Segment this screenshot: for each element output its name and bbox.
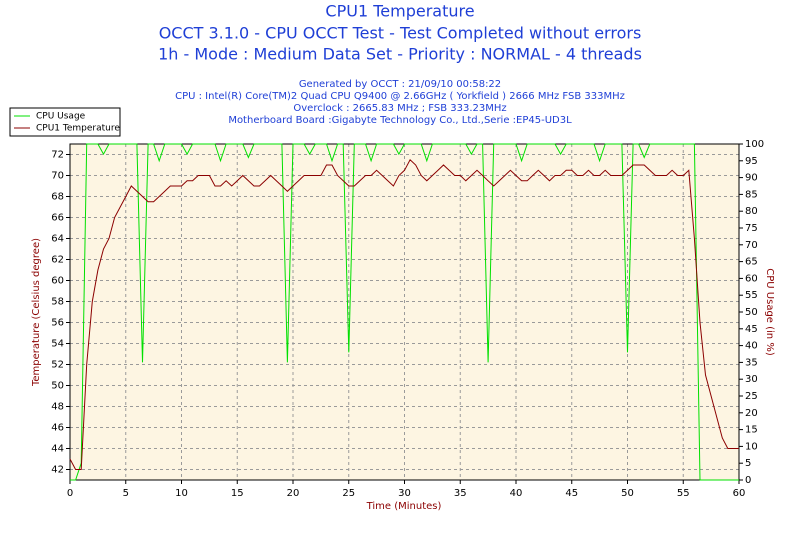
y2-tick-label: 35	[745, 357, 758, 368]
y-tick-label: 52	[51, 360, 64, 371]
y2-tick-label: 80	[745, 206, 758, 217]
chart-subtitle: 1h - Mode : Medium Data Set - Priority :…	[158, 45, 642, 64]
y-tick-label: 44	[51, 444, 64, 455]
y2-tick-label: 50	[745, 307, 758, 318]
y2-tick-label: 25	[745, 391, 758, 402]
y2-tick-label: 95	[745, 156, 758, 167]
y2-tick-label: 0	[745, 475, 751, 486]
series-line	[70, 143, 739, 481]
x-tick-label: 30	[398, 488, 411, 499]
y2-tick-label: 60	[745, 273, 758, 284]
annotation: CPU : Intel(R) Core(TM)2 Quad CPU Q9400 …	[175, 91, 625, 102]
y2-tick-label: 65	[745, 257, 758, 268]
y2-tick-label: 45	[745, 324, 758, 335]
y2-tick-label: 40	[745, 341, 758, 352]
y-tick-label: 50	[51, 381, 64, 392]
x-tick-label: 45	[565, 488, 578, 499]
y2-tick-label: 90	[745, 173, 758, 184]
y2-tick-label: 5	[745, 458, 751, 469]
y2-tick-label: 75	[745, 223, 758, 234]
y-tick-label: 58	[51, 297, 64, 308]
y-tick-label: 60	[51, 276, 64, 287]
y2-tick-label: 100	[745, 139, 764, 150]
annotation: Generated by OCCT : 21/09/10 00:58:22	[299, 79, 501, 90]
y-tick-label: 42	[51, 465, 64, 476]
x-tick-label: 35	[454, 488, 467, 499]
y-tick-label: 54	[51, 339, 64, 350]
y-tick-label: 56	[51, 318, 64, 329]
y2-tick-label: 55	[745, 290, 758, 301]
y-tick-label: 64	[51, 234, 64, 245]
annotation: Overclock : 2665.83 MHz ; FSB 333.23MHz	[293, 103, 506, 114]
y2-tick-label: 85	[745, 189, 758, 200]
x-tick-label: 50	[621, 488, 634, 499]
legend	[9, 107, 121, 137]
y-tick-label: 48	[51, 402, 64, 413]
x-tick-label: 40	[510, 488, 523, 499]
y-axis-title: Temperature (Celsius degree)	[31, 238, 42, 387]
chart-title: CPU1 Temperature	[325, 2, 474, 21]
y-tick-label: 72	[51, 150, 64, 161]
series-line	[69, 158, 739, 470]
x-tick-label: 15	[231, 488, 244, 499]
x-tick-label: 25	[342, 488, 355, 499]
x-tick-label: 0	[67, 488, 73, 499]
y-tick-label: 70	[51, 171, 64, 182]
y-tick-label: 66	[51, 213, 64, 224]
x-axis-title: Time (Minutes)	[366, 501, 442, 512]
y2-axis-title: CPU Usage (in %)	[764, 268, 775, 356]
y2-tick-label: 20	[745, 408, 758, 419]
y2-tick-label: 15	[745, 425, 758, 436]
legend-label: CPU1 Temperature	[36, 124, 120, 134]
y2-tick-label: 70	[745, 240, 758, 251]
x-tick-label: 20	[287, 488, 300, 499]
chart-subtitle: OCCT 3.1.0 - CPU OCCT Test - Test Comple…	[159, 24, 642, 43]
y2-tick-label: 30	[745, 374, 758, 385]
x-tick-label: 5	[123, 488, 129, 499]
annotation: Motherboard Board :Gigabyte Technology C…	[228, 115, 572, 126]
legend-label: CPU Usage	[36, 112, 86, 122]
x-tick-label: 60	[733, 488, 746, 499]
x-tick-label: 10	[175, 488, 188, 499]
x-tick-label: 55	[677, 488, 690, 499]
y2-tick-label: 10	[745, 441, 758, 452]
y-tick-label: 62	[51, 255, 64, 266]
y-tick-label: 46	[51, 423, 64, 434]
y-tick-label: 68	[51, 192, 64, 203]
